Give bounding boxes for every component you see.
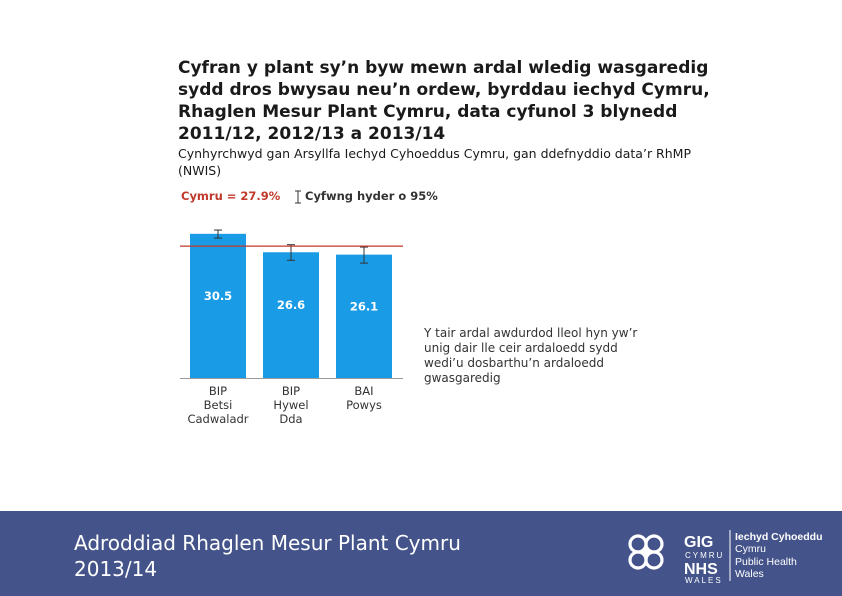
phw-logo: GIG CYMRU NHS WALES Iechyd Cyhoeddus Cym… [622, 528, 829, 585]
error-bar-series [214, 229, 368, 264]
logo-org-line-4: Wales [735, 568, 764, 580]
logo-org-line-3: Public Health [735, 556, 797, 568]
bar-data-label: 30.5 [204, 289, 232, 303]
report-title: Adroddiad Rhaglen Mesur Plant Cymru 2013… [74, 531, 461, 581]
logo-nhs: NHS [684, 561, 718, 578]
logo-gig: GIG [684, 534, 713, 551]
footer-banner: Adroddiad Rhaglen Mesur Plant Cymru 2013… [0, 511, 842, 596]
logo-org-line-2: Cymru [735, 543, 766, 555]
legend-reference-label: Cymru = 27.9% [181, 189, 281, 203]
legend-error-bar-label: Cyfwng hyder o 95% [305, 189, 438, 203]
bar [336, 254, 392, 378]
bar-data-label: 26.1 [350, 299, 378, 313]
bar-series [190, 233, 392, 378]
logo-org-line-1: Iechyd Cyhoeddus [735, 531, 822, 543]
category-label: BIP Hywel Dda [273, 384, 308, 426]
category-label: BIP Betsi Cadwaladr [187, 384, 248, 426]
bar [190, 233, 246, 378]
legend-error-bar-icon [295, 190, 301, 204]
x-axis-category-labels: BIP Betsi Cadwaladr BIP Hywel Dda BAI Powys [187, 384, 381, 426]
chart-subtitle: Cynhyrchwyd gan Arsyllfa Iechyd Cyhoeddu… [178, 146, 691, 178]
logo-cymru: CYMRU [685, 551, 724, 560]
bar-chart: Cymru = 27.9% Cyfwng hyder o 95% 30.5 26.… [180, 189, 637, 426]
bar-data-labels: 30.5 26.6 26.1 [204, 289, 378, 313]
logo-wales: WALES [685, 576, 723, 584]
category-label: BAI Powys [346, 384, 382, 412]
chart-annotation: Y tair ardal awdurdod lleol hyn yw’r unig… [423, 326, 637, 385]
bar-data-label: 26.6 [277, 298, 305, 312]
bar [263, 252, 319, 378]
celtic-knot-icon [628, 534, 664, 570]
annotation-text: Y tair ardal awdurdod lleol hyn yw’r unig… [423, 326, 637, 385]
chart-legend: Cymru = 27.9% Cyfwng hyder o 95% [181, 189, 438, 204]
chart-title: Cyfran y plant sy’n byw mewn ardal wledi… [178, 58, 710, 144]
